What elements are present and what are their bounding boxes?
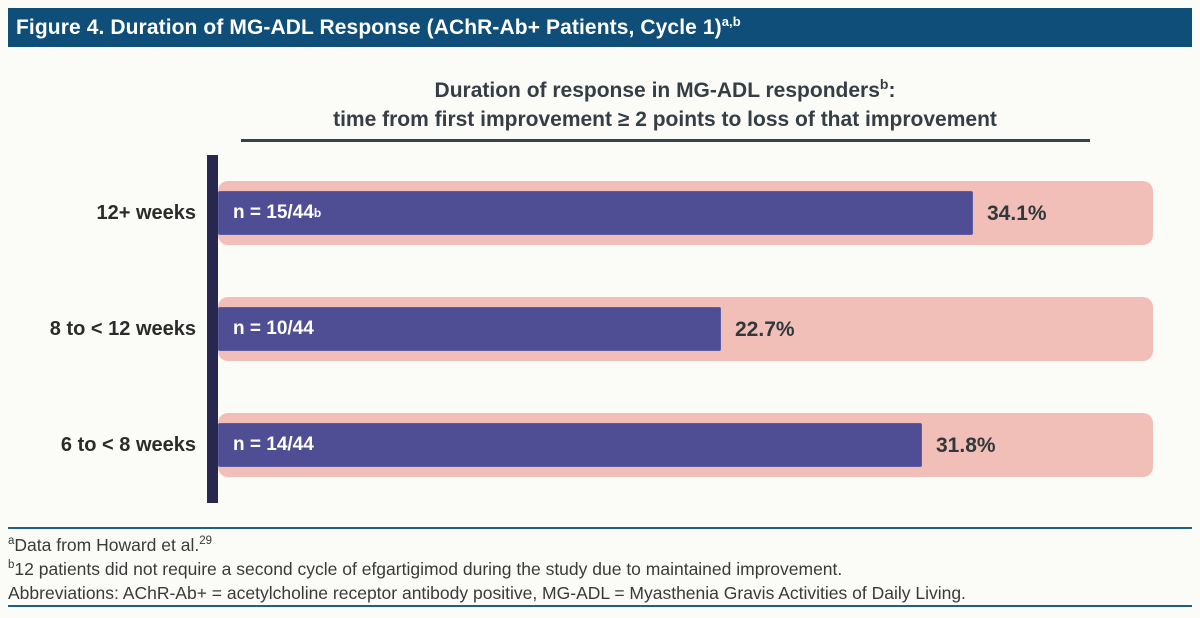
percent-label: 31.8% bbox=[936, 434, 996, 457]
chart-title-superscript: b bbox=[879, 76, 889, 92]
bar-12plus-weeks: n = 15/44 b bbox=[218, 191, 973, 235]
bar-n-label: n = 10/44 bbox=[233, 318, 314, 339]
figure-title: Figure 4. Duration of MG-ADL Response (A… bbox=[16, 16, 722, 39]
footnote-b-text: 12 patients did not require a second cyc… bbox=[14, 559, 843, 579]
chart-title-line1: Duration of response in MG-ADL responder… bbox=[434, 79, 880, 102]
category-label-8-to-12-weeks: 8 to < 12 weeks bbox=[49, 318, 196, 340]
footnote-abbreviations-text: Abbreviations: AChR-Ab+ = acetylcholine … bbox=[8, 583, 966, 603]
bar-6-to-8-weeks: n = 14/44 bbox=[218, 423, 922, 467]
footnote-a-citation: 29 bbox=[199, 535, 212, 548]
y-axis-line bbox=[207, 155, 218, 503]
figure-title-superscript: a,b bbox=[721, 14, 741, 29]
chart-title-colon: : bbox=[888, 79, 896, 102]
percent-label: 34.1% bbox=[987, 202, 1047, 225]
bottom-border-line bbox=[8, 605, 1192, 607]
category-label-12plus-weeks: 12+ weeks bbox=[96, 202, 196, 224]
footnote-a-marker: a bbox=[8, 535, 15, 548]
bar-8-to-12-weeks: n = 10/44 bbox=[218, 307, 721, 351]
chart-title-line2: time from first improvement ≥ 2 points t… bbox=[333, 108, 997, 131]
footnote-a: aData from Howard et al.29 bbox=[8, 533, 1192, 557]
bar-n-label: n = 14/44 bbox=[233, 434, 314, 455]
footnote-divider-line bbox=[8, 527, 1192, 529]
footnote-abbreviations: Abbreviations: AChR-Ab+ = acetylcholine … bbox=[8, 581, 1192, 605]
footnote-b: b12 patients did not require a second cy… bbox=[8, 557, 1192, 581]
figure-title-bar: Figure 4. Duration of MG-ADL Response (A… bbox=[8, 8, 1192, 47]
category-label-6-to-8-weeks: 6 to < 8 weeks bbox=[60, 434, 196, 456]
bar-n-label: n = 15/44 bbox=[233, 202, 314, 223]
footnote-a-text: Data from Howard et al. bbox=[14, 535, 200, 555]
chart-title-underline bbox=[241, 139, 1090, 142]
footnote-b-marker: b bbox=[8, 559, 15, 572]
chart-title: Duration of response in MG-ADL responder… bbox=[240, 76, 1090, 134]
percent-label: 22.7% bbox=[735, 318, 795, 341]
footnotes: aData from Howard et al.29 b12 patients … bbox=[8, 533, 1192, 605]
